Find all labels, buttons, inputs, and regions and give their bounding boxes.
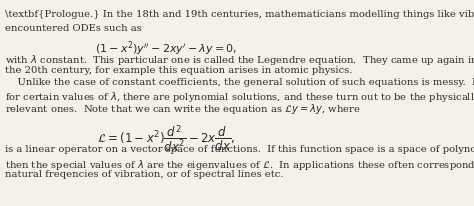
Text: with $\lambda$ constant.  This particular one is called the Legendre equation.  : with $\lambda$ constant. This particular…: [5, 53, 474, 67]
Text: $\mathcal{L} = (1 - x^2)\dfrac{d^2}{dx^2} - 2x\dfrac{d}{dx},$: $\mathcal{L} = (1 - x^2)\dfrac{d^2}{dx^2…: [97, 123, 236, 155]
Text: relevant ones.  Note that we can write the equation as $\mathcal{L}y = \lambda y: relevant ones. Note that we can write th…: [5, 102, 361, 116]
Text: Unlike the case of constant coefficients, the general solution of such equations: Unlike the case of constant coefficients…: [5, 78, 474, 87]
Text: the 20th century, for example this equation arises in atomic physics.: the 20th century, for example this equat…: [5, 65, 352, 74]
Text: then the special values of $\lambda$ are the eigenvalues of $\mathcal{L}$.  In a: then the special values of $\lambda$ are…: [5, 157, 474, 171]
Text: $(1 - x^2)y^{\prime\prime} - 2xy^{\prime} - \lambda y = 0,$: $(1 - x^2)y^{\prime\prime} - 2xy^{\prime…: [95, 39, 237, 57]
Text: for certain values of $\lambda$, there are polynomial solutions, and these turn : for certain values of $\lambda$, there a…: [5, 90, 474, 104]
Text: \textbf{Prologue.} In the 18th and 19th centuries, mathematicians modelling thin: \textbf{Prologue.} In the 18th and 19th …: [5, 9, 474, 19]
Text: encountered ODEs such as: encountered ODEs such as: [5, 24, 141, 33]
Text: is a linear operator on a vector space of functions.  If this function space is : is a linear operator on a vector space o…: [5, 145, 474, 154]
Text: natural freqencies of vibration, or of spectral lines etc.: natural freqencies of vibration, or of s…: [5, 169, 283, 178]
